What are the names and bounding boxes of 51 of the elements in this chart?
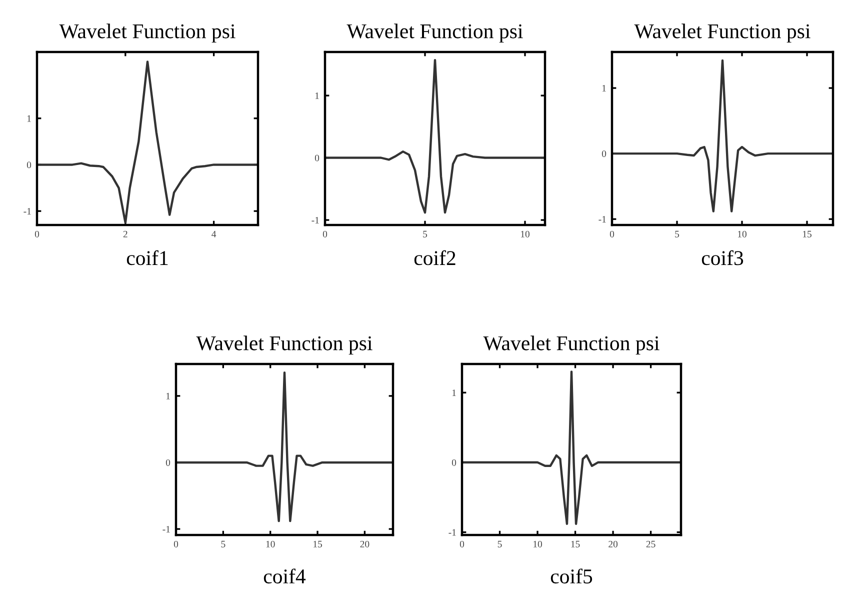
y-tick-label: 1 xyxy=(452,390,456,396)
y-tick-label: -1 xyxy=(162,526,170,532)
y-tick-label: 0 xyxy=(602,150,606,158)
x-tick-label: 10 xyxy=(266,540,275,548)
x-tick-label: 5 xyxy=(498,540,502,548)
x-axis-title: coif2 xyxy=(414,250,456,266)
y-tick-label: -1 xyxy=(448,529,456,536)
x-tick-label: 5 xyxy=(423,230,428,238)
x-tick-label: 20 xyxy=(360,540,370,548)
y-tick-label: 0 xyxy=(452,459,456,466)
x-tick-label: 25 xyxy=(646,540,656,548)
x-tick-label: 0 xyxy=(174,540,178,548)
y-tick-label: 1 xyxy=(315,92,319,99)
y-tick-label: 1 xyxy=(27,115,31,122)
chart-title: Wavelet Function psi xyxy=(196,336,372,355)
y-tick-label: -1 xyxy=(598,216,606,222)
x-tick-label: 15 xyxy=(571,540,580,548)
x-tick-label: 10 xyxy=(738,230,746,238)
x-tick-label: 5 xyxy=(221,540,226,548)
y-tick-label: 1 xyxy=(166,392,170,400)
line-series xyxy=(462,370,681,525)
x-axis-title: coif4 xyxy=(264,568,306,584)
x-axis-title: coif1 xyxy=(126,250,168,266)
chart-title: Wavelet Function psi xyxy=(346,24,523,43)
y-tick-label: 0 xyxy=(314,154,320,162)
line-series xyxy=(176,372,393,522)
x-axis-title: coif5 xyxy=(550,568,592,584)
line-series xyxy=(325,58,545,214)
x-tick-label: 4 xyxy=(212,230,216,238)
x-tick-label: 0 xyxy=(322,230,328,238)
x-tick-label: 0 xyxy=(610,230,614,238)
x-tick-label: 2 xyxy=(123,230,128,238)
line-series xyxy=(612,59,833,212)
y-tick-label: 1 xyxy=(602,84,606,92)
x-axis-title: coif3 xyxy=(702,250,744,266)
line-series xyxy=(37,60,258,224)
x-tick-label: 15 xyxy=(314,540,322,548)
chart-title: Wavelet Function psi xyxy=(59,24,236,43)
chart-title: Wavelet Function psi xyxy=(634,24,810,43)
y-tick-label: 0 xyxy=(166,459,170,466)
chart-title: Wavelet Function psi xyxy=(483,336,660,355)
x-tick-label: 0 xyxy=(460,540,464,548)
x-tick-label: 0 xyxy=(34,230,40,238)
x-tick-label: 10 xyxy=(534,540,542,548)
y-tick-label: 0 xyxy=(26,162,32,168)
y-tick-label: -1 xyxy=(24,208,31,214)
y-tick-label: -1 xyxy=(312,216,319,224)
x-tick-label: 15 xyxy=(802,230,812,238)
x-tick-label: 20 xyxy=(608,540,618,548)
x-tick-label: 5 xyxy=(675,230,680,238)
x-tick-label: 10 xyxy=(520,230,530,238)
